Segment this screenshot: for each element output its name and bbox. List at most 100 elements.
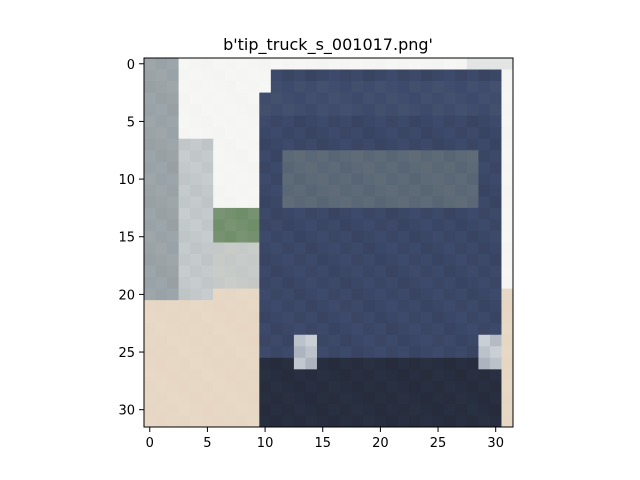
image-pixel	[489, 127, 502, 140]
image-pixel	[316, 357, 329, 370]
image-pixel	[478, 357, 491, 370]
image-pixel	[293, 300, 306, 313]
image-pixel	[340, 58, 352, 70]
image-pixel	[224, 265, 237, 278]
image-pixel	[293, 219, 306, 232]
image-pixel	[455, 254, 468, 266]
image-pixel	[432, 161, 445, 174]
image-pixel	[409, 230, 422, 243]
image-pixel	[420, 184, 433, 197]
image-pixel	[420, 357, 433, 370]
image-pixel	[190, 161, 203, 174]
image-pixel	[305, 254, 318, 266]
image-pixel	[501, 415, 514, 428]
image-pixel	[316, 161, 329, 174]
image-pixel	[386, 357, 399, 370]
image-pixel	[213, 184, 226, 197]
image-pixel	[466, 254, 479, 266]
image-pixel	[340, 230, 352, 243]
image-pixel	[328, 311, 341, 324]
image-pixel	[155, 357, 168, 370]
image-pixel	[328, 196, 341, 209]
image-pixel	[282, 392, 295, 405]
image-pixel	[420, 323, 433, 336]
image-pixel	[489, 196, 502, 209]
image-pixel	[282, 69, 295, 82]
image-pixel	[443, 403, 456, 416]
image-pixel	[466, 127, 479, 140]
image-pixel	[478, 265, 491, 278]
image-pixel	[328, 346, 341, 359]
image-pixel	[466, 81, 479, 93]
image-pixel	[409, 184, 422, 197]
image-pixel	[374, 242, 387, 255]
image-pixel	[178, 254, 191, 266]
image-pixel	[443, 242, 456, 255]
image-pixel	[489, 104, 502, 117]
image-pixel	[259, 81, 272, 93]
image-pixel	[455, 242, 468, 255]
image-pixel	[386, 277, 399, 290]
image-pixel	[351, 323, 364, 336]
image-pixel	[293, 334, 306, 347]
image-pixel	[443, 300, 456, 313]
image-pixel	[340, 254, 352, 266]
image-pixel	[316, 254, 329, 266]
image-pixel	[501, 69, 514, 82]
image-pixel	[328, 161, 341, 174]
image-pixel	[432, 184, 445, 197]
image-pixel	[478, 58, 491, 70]
image-pixel	[155, 288, 168, 301]
image-pixel	[190, 369, 203, 382]
image-pixel	[316, 58, 329, 70]
image-pixel	[178, 277, 191, 290]
image-pixel	[167, 357, 179, 370]
image-pixel	[455, 369, 468, 382]
image-pixel	[363, 104, 376, 117]
image-pixel	[167, 265, 179, 278]
image-pixel	[455, 357, 468, 370]
image-pixel	[432, 196, 445, 209]
image-pixel	[432, 357, 445, 370]
image-pixel	[397, 357, 410, 370]
image-pixel	[501, 357, 514, 370]
image-pixel	[340, 277, 352, 290]
image-pixel	[432, 254, 445, 266]
image-pixel	[489, 392, 502, 405]
image-pixel	[420, 81, 433, 93]
image-pixel	[259, 207, 272, 220]
image-pixel	[270, 334, 283, 347]
image-pixel	[236, 196, 249, 209]
image-pixel	[351, 415, 364, 428]
image-pixel	[328, 265, 341, 278]
image-pixel	[144, 138, 156, 151]
image-pixel	[432, 369, 445, 382]
image-pixel	[489, 403, 502, 416]
image-pixel	[213, 69, 226, 82]
image-pixel	[351, 277, 364, 290]
image-pixel	[363, 369, 376, 382]
image-pixel	[224, 69, 237, 82]
image-pixel	[466, 58, 479, 70]
image-pixel	[386, 403, 399, 416]
image-pixel	[224, 415, 237, 428]
image-pixel	[259, 380, 272, 393]
image-pixel	[443, 277, 456, 290]
image-pixel	[340, 323, 352, 336]
image-pixel	[397, 138, 410, 151]
image-pixel	[201, 346, 214, 359]
image-pixel	[501, 300, 514, 313]
image-pixel	[259, 92, 272, 105]
image-pixel	[351, 207, 364, 220]
image-pixel	[178, 380, 191, 393]
image-pixel	[340, 369, 352, 382]
image-pixel	[432, 415, 445, 428]
image-pixel	[501, 173, 514, 186]
image-pixel	[282, 196, 295, 209]
image-pixel	[213, 173, 226, 186]
image-pixel	[236, 104, 249, 117]
image-pixel	[397, 69, 410, 82]
image-pixel	[305, 357, 318, 370]
image-pixel	[270, 369, 283, 382]
image-pixel	[316, 415, 329, 428]
